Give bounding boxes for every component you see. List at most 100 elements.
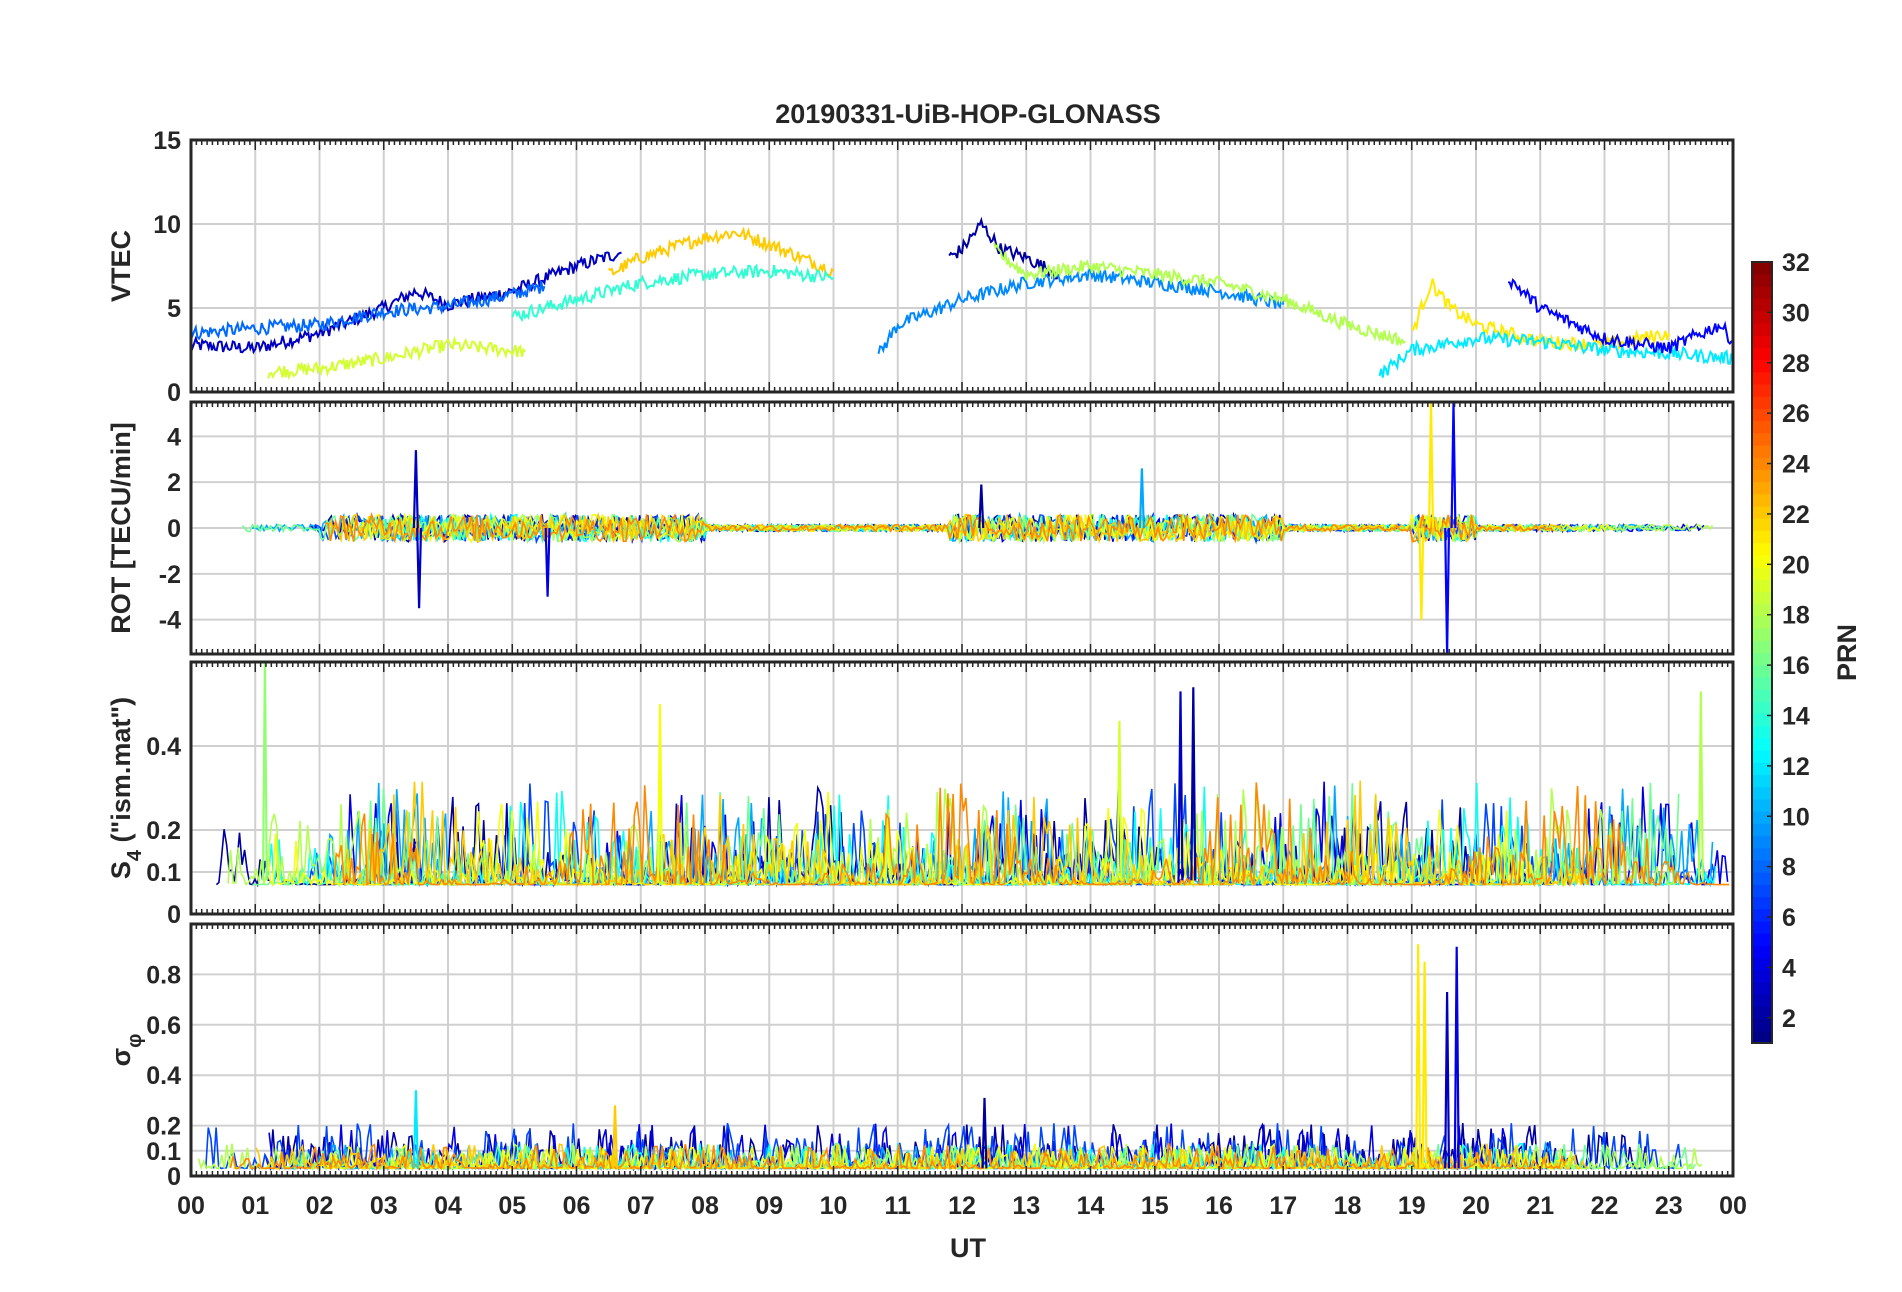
- spike-prn-5: [1450, 402, 1457, 529]
- x-tick-label: 06: [563, 1192, 591, 1220]
- spike-prn-12: [412, 1090, 419, 1169]
- spike-prn-2: [978, 484, 985, 529]
- colorbar-segment: [1752, 628, 1772, 641]
- spike-prn-5: [1444, 527, 1451, 654]
- colorbar-segment: [1752, 591, 1772, 605]
- x-tick-label: 05: [498, 1192, 526, 1220]
- colorbar-segment: [1752, 286, 1772, 300]
- panel-vtec: 0 5 10 15 VTEC: [106, 127, 1735, 407]
- x-tick-label: 16: [1205, 1192, 1233, 1220]
- colorbar-segment: [1752, 811, 1772, 824]
- colorbar-segment: [1752, 896, 1772, 910]
- spike-prn-10: [1138, 468, 1145, 529]
- y-tick-label: -4: [159, 607, 181, 635]
- series-line-prn-20: [320, 1142, 1573, 1172]
- colorbar-segment: [1752, 310, 1772, 324]
- x-axis-label: UT: [950, 1233, 986, 1263]
- colorbar-segment: [1752, 408, 1772, 422]
- colorbar-segment: [1752, 981, 1772, 995]
- colorbar-tick-label: 24: [1782, 451, 1810, 479]
- y-tick-label: 0.4: [146, 1062, 181, 1090]
- colorbar-frame: [1751, 261, 1773, 1044]
- colorbar-segment: [1752, 518, 1772, 531]
- colorbar-segment: [1752, 786, 1772, 800]
- series-line-prn-24: [325, 511, 1555, 544]
- chart-title: 20190331-UiB-HOP-GLONASS: [775, 99, 1161, 129]
- x-tick-label: 07: [627, 1192, 655, 1220]
- y-axis-label: ROT [TECU/min]: [106, 422, 136, 633]
- colorbar-tick-label: 10: [1782, 803, 1810, 831]
- colorbar-segment: [1752, 750, 1772, 763]
- colorbar-tick-label: 32: [1782, 249, 1810, 277]
- colorbar-segment: [1752, 920, 1772, 934]
- colorbar-segment: [1752, 737, 1772, 751]
- colorbar-segment: [1752, 798, 1772, 812]
- y-axis-label: σφ: [106, 1034, 146, 1067]
- spike-prn-21: [1421, 961, 1428, 1169]
- y-tick-label: 0.2: [146, 1113, 181, 1141]
- colorbar-segment: [1752, 579, 1772, 592]
- series-group: [215, 662, 1730, 888]
- x-tick-label: 02: [306, 1192, 334, 1220]
- x-tick-label: 11: [885, 1192, 912, 1220]
- colorbar-segment: [1752, 969, 1772, 983]
- spike-prn-3: [416, 527, 423, 609]
- colorbar-segment: [1752, 298, 1772, 312]
- x-tick-label: 13: [1012, 1192, 1040, 1220]
- colorbar-tick-label: 12: [1782, 753, 1810, 781]
- spike-prn-3: [1177, 691, 1184, 881]
- y-tick-label: 0: [167, 1163, 181, 1191]
- colorbar-segment: [1752, 420, 1772, 434]
- colorbar-tick-label: 16: [1782, 652, 1810, 680]
- colorbar-segment: [1752, 554, 1772, 568]
- x-tick-label: 17: [1269, 1192, 1297, 1220]
- x-tick-label: 08: [691, 1192, 719, 1220]
- colorbar-segment: [1752, 933, 1772, 946]
- spike-prn-17: [261, 662, 268, 881]
- x-tick-label: 23: [1655, 1192, 1683, 1220]
- x-tick-label: 01: [241, 1192, 269, 1220]
- colorbar-segment: [1752, 530, 1772, 544]
- colorbar-segment: [1752, 542, 1772, 556]
- series-line-prn-12: [1378, 329, 1733, 378]
- colorbar-segment: [1752, 506, 1772, 519]
- x-tick-label: 03: [370, 1192, 398, 1220]
- colorbar-segment: [1752, 859, 1772, 873]
- colorbar-segment: [1752, 371, 1772, 385]
- y-tick-label: 0.2: [146, 817, 181, 845]
- y-tick-label: 10: [153, 211, 181, 239]
- x-tick-label: 20: [1462, 1192, 1490, 1220]
- colorbar-segment: [1752, 652, 1772, 666]
- series-line-prn-14: [511, 263, 835, 323]
- y-tick-label: 0: [167, 515, 181, 543]
- x-tick-label: 15: [1141, 1192, 1169, 1220]
- series-line-prn-24: [229, 1142, 1568, 1172]
- x-axis-tick-labels: 00 01 02 03 04 05 06 07 08 09 10 11 12 13 14 15 16 17 18 19…: [177, 1192, 1747, 1220]
- colorbar-segment: [1752, 908, 1772, 922]
- spike-prn-21: [1428, 402, 1435, 529]
- y-tick-label: 0: [167, 379, 181, 407]
- colorbar-segment: [1752, 823, 1772, 837]
- colorbar-segment: [1752, 701, 1772, 715]
- colorbar-segment: [1752, 640, 1772, 653]
- colorbar-segment: [1752, 384, 1772, 397]
- colorbar-segment: [1752, 323, 1772, 336]
- spike-prn-4: [1453, 946, 1460, 1169]
- series-line-prn-19: [267, 335, 526, 381]
- colorbar-segment: [1752, 664, 1772, 678]
- colorbar-segment: [1752, 493, 1772, 507]
- colorbar-segment: [1752, 469, 1772, 483]
- y-tick-label: 0.4: [146, 733, 181, 761]
- colorbar-segment: [1752, 994, 1772, 1007]
- x-tick-label: 21: [1526, 1192, 1554, 1220]
- spike-prn-21: [1415, 944, 1422, 1169]
- x-tick-label: 22: [1591, 1192, 1619, 1220]
- series-line-prn-5: [1507, 277, 1733, 354]
- colorbar-label: PRN: [1832, 624, 1862, 681]
- colorbar-segment: [1752, 762, 1772, 776]
- colorbar-segment: [1752, 713, 1772, 727]
- colorbar-segment: [1752, 689, 1772, 702]
- x-tick-label: 10: [820, 1192, 848, 1220]
- colorbar-tick-label: 26: [1782, 400, 1810, 428]
